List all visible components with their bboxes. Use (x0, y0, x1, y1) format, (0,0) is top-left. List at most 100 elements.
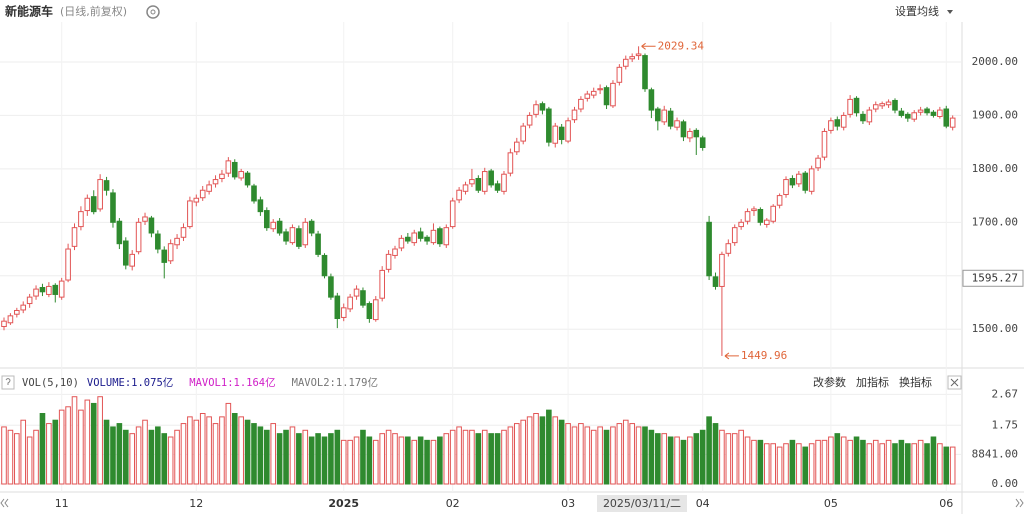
close-button[interactable] (947, 375, 962, 390)
volume-bar (565, 423, 571, 485)
volume-bar (97, 396, 103, 485)
candle-body (610, 82, 616, 107)
x-tick-label: 2025 (328, 497, 359, 510)
candle-body (148, 217, 155, 234)
candle-body (456, 189, 462, 201)
x-tick-label: 12 (189, 497, 203, 510)
candle-body (930, 111, 937, 116)
vol-legend: MAVOL2:1.179亿 (292, 376, 378, 389)
candle-body (751, 208, 757, 212)
candle-body (411, 232, 418, 244)
candle-body (693, 129, 700, 138)
dropdown-icon (947, 10, 953, 14)
settings-icon[interactable] (146, 5, 160, 19)
candle-body (180, 227, 187, 238)
crosshair-date: 2025/03/11/二 (603, 497, 681, 510)
volume-bar (276, 433, 283, 485)
candle-body (142, 216, 148, 222)
volume-bar (7, 429, 14, 485)
help-icon[interactable] (1, 375, 15, 390)
candle-body (642, 55, 648, 90)
volume-bar (603, 429, 610, 485)
candle-body (706, 221, 712, 277)
indicator-button[interactable]: 改参数 (813, 375, 846, 389)
candle-body (494, 183, 501, 191)
volume-bar (302, 429, 309, 485)
volume-bar (167, 436, 174, 485)
volume-bar (424, 439, 430, 485)
scroll-left[interactable] (0, 498, 9, 508)
volume-bar (552, 416, 559, 485)
candle-body (879, 103, 885, 107)
volume-bar (135, 426, 142, 485)
volume-bar (943, 446, 950, 485)
volume-bar (308, 436, 315, 485)
volume-bar (219, 416, 225, 485)
volume-bar (14, 433, 20, 485)
x-tick-label: 02 (446, 497, 460, 510)
volume-bar (257, 426, 264, 485)
volume-bar (924, 443, 930, 485)
crosshair-date-box (597, 495, 687, 512)
volume-bar (321, 436, 328, 485)
candle-body (84, 197, 91, 212)
candle-body (853, 97, 860, 114)
candle-body (155, 233, 161, 250)
vol-tick-label: 1.75 (992, 418, 1019, 431)
volume-bar (122, 429, 129, 485)
candle-body (520, 125, 527, 142)
candle-body (14, 309, 20, 315)
candle-body (834, 119, 841, 127)
volume-bar (930, 436, 937, 485)
volume-bar (546, 409, 552, 485)
volume-bar (879, 443, 885, 485)
volume-bar (898, 439, 905, 485)
candle-body (398, 237, 405, 249)
candle-body (251, 185, 257, 202)
high-label: 2029.34 (658, 39, 705, 52)
volume-bar (853, 436, 860, 485)
volume-bar (193, 419, 200, 485)
volume-bar (847, 439, 853, 485)
volume-bar (725, 433, 732, 485)
crosshair-price: 1595.27 (972, 271, 1018, 284)
indicator-button[interactable]: 加指标 (856, 375, 889, 389)
volume-bar (462, 429, 469, 485)
volume-bar (417, 436, 424, 485)
volume-bar (648, 429, 655, 485)
volume-bar (1, 426, 7, 485)
volume-bar (629, 423, 635, 485)
volume-bar (398, 436, 405, 485)
volume-bar (270, 423, 277, 485)
volume-bar (456, 426, 462, 485)
candle-body (776, 195, 783, 206)
volume-bar (539, 416, 546, 485)
volume-bar (405, 436, 411, 485)
candle-body (802, 172, 809, 191)
candle-body (738, 221, 744, 228)
volume-bar (763, 443, 770, 485)
chart-subtitle: (日线,前复权) (60, 4, 127, 18)
candle-body (33, 288, 39, 297)
candle-body (719, 253, 725, 287)
candle-body (20, 304, 27, 311)
indicator-button[interactable]: 换指标 (899, 375, 932, 389)
candle-body (533, 104, 539, 115)
scroll-right[interactable] (1015, 498, 1024, 508)
help-glyph (5, 378, 11, 385)
candle-body (264, 210, 270, 229)
low-label: 1449.96 (741, 349, 787, 362)
candle-body (71, 227, 78, 247)
volume-bar (148, 429, 155, 485)
volume-bar (347, 439, 353, 485)
volume-bar (744, 436, 751, 485)
candle-body (712, 276, 719, 287)
candle-body (885, 101, 892, 106)
annotation-arrow (724, 352, 739, 360)
settings-ma[interactable]: 设置均线 (895, 4, 939, 18)
candle-body (687, 130, 693, 139)
candle-body (90, 196, 97, 213)
candle-body (578, 98, 584, 110)
candle-body (847, 98, 853, 115)
candle-body (674, 120, 680, 128)
